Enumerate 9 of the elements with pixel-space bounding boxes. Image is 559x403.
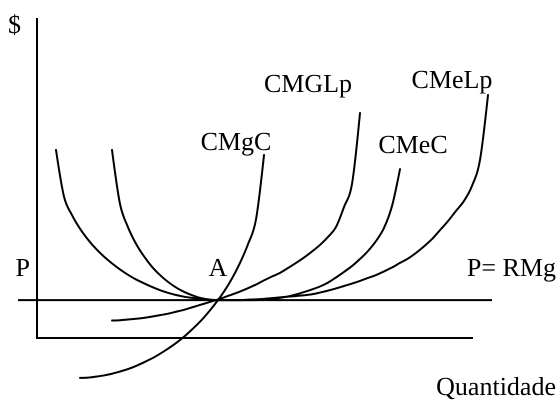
annotation: P	[16, 253, 30, 282]
series-label: CMeLp	[412, 65, 492, 94]
ref-line-label: P= RMg	[466, 253, 556, 282]
x-axis-title: Quantidade	[436, 372, 556, 401]
series-label: CMeC	[378, 130, 448, 160]
series-label: CMGLp	[264, 68, 352, 98]
annotation: A	[208, 253, 228, 282]
series-label: CMgC	[200, 127, 272, 156]
y-axis-title: $	[8, 10, 21, 39]
